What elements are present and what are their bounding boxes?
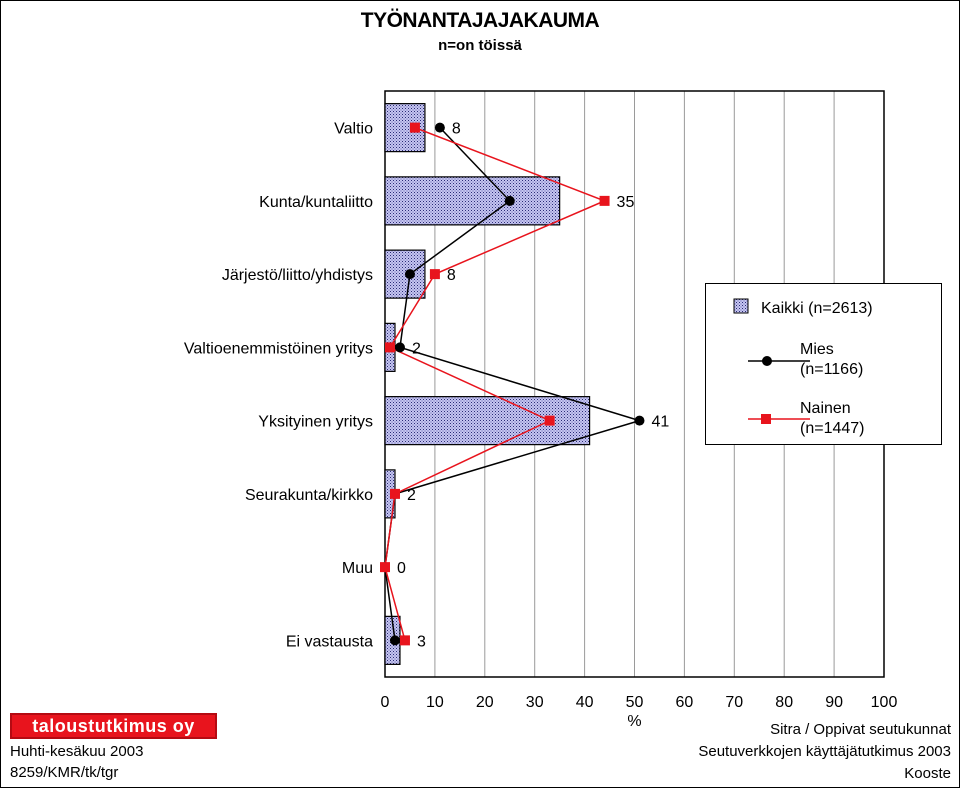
data-label: 8: [447, 267, 456, 284]
chart-subtitle: n=on töissä: [438, 37, 522, 54]
x-tick-label: 60: [676, 694, 694, 711]
legend-label-nainen: Nainen: [800, 400, 851, 417]
data-label: 8: [452, 121, 461, 138]
series-line-nainen: [384, 126, 607, 641]
category-label: Järjestö/liitto/yhdistys: [222, 267, 373, 284]
x-tick-label: 100: [871, 694, 898, 711]
category-label: Valtio: [334, 121, 373, 138]
point-mies: [634, 415, 645, 426]
chart-legend: Kaikki (n=2613) Mies (n=1166) Nainen (n=…: [705, 283, 942, 445]
x-tick-label: 90: [825, 694, 843, 711]
point-nainen: [429, 269, 440, 280]
point-nainen: [409, 122, 420, 133]
data-label: 3: [417, 633, 426, 650]
legend-marker-mies: [762, 356, 772, 366]
legend-label-nainen-n: (n=1447): [800, 420, 865, 437]
chart-title: TYÖNANTAJAJAKAUMA: [360, 9, 600, 32]
data-label: 35: [617, 194, 635, 211]
point-mies: [389, 635, 400, 646]
point-mies: [504, 195, 515, 206]
data-label: 41: [651, 414, 669, 431]
footer-date: Huhti-kesäkuu 2003: [10, 743, 144, 760]
bar: [384, 396, 591, 446]
data-label: 0: [397, 560, 406, 577]
legend-label-kaikki: Kaikki (n=2613): [761, 300, 873, 317]
company-logo: taloustutkimus oy: [10, 713, 217, 739]
x-tick-label: 10: [426, 694, 444, 711]
data-label: 2: [407, 487, 416, 504]
legend-marker-nainen: [761, 414, 771, 424]
point-nainen: [544, 415, 555, 426]
category-label: Kunta/kuntaliitto: [259, 194, 373, 211]
legend-label-mies-n: (n=1166): [800, 361, 864, 378]
x-axis-label: %: [627, 713, 641, 730]
logo-text: taloustutkimus oy: [32, 716, 195, 736]
data-label: 2: [412, 340, 421, 357]
x-tick-label: 80: [775, 694, 793, 711]
x-tick-label: 40: [576, 694, 594, 711]
category-label: Ei vastausta: [286, 633, 373, 650]
x-tick-label: 20: [476, 694, 494, 711]
x-tick-label: 30: [526, 694, 544, 711]
category-label: Yksityinen yritys: [258, 414, 373, 431]
legend-label-mies: Mies: [800, 341, 834, 358]
point-nainen: [384, 342, 395, 353]
point-nainen: [599, 195, 610, 206]
x-tick-label: 50: [626, 694, 644, 711]
x-tick-label: 70: [725, 694, 743, 711]
point-mies: [404, 269, 415, 280]
point-nainen: [399, 635, 410, 646]
point-mies: [434, 122, 445, 133]
footer-code: 8259/KMR/tk/tgr: [10, 764, 119, 781]
point-nainen: [380, 562, 390, 573]
footer-source-3: Kooste: [904, 765, 951, 782]
point-mies: [394, 342, 405, 353]
category-label: Valtioenemmistöinen yritys: [184, 340, 373, 357]
bar: [384, 176, 561, 226]
x-tick-label: 0: [381, 694, 390, 711]
category-label: Seurakunta/kirkko: [245, 487, 373, 504]
point-nainen: [389, 488, 400, 499]
legend-swatch-kaikki: [733, 298, 749, 314]
footer-source-2: Seutuverkkojen käyttäjätutkimus 2003: [698, 743, 951, 760]
category-label: Muu: [342, 560, 373, 577]
footer-source-1: Sitra / Oppivat seutukunnat: [770, 721, 951, 738]
